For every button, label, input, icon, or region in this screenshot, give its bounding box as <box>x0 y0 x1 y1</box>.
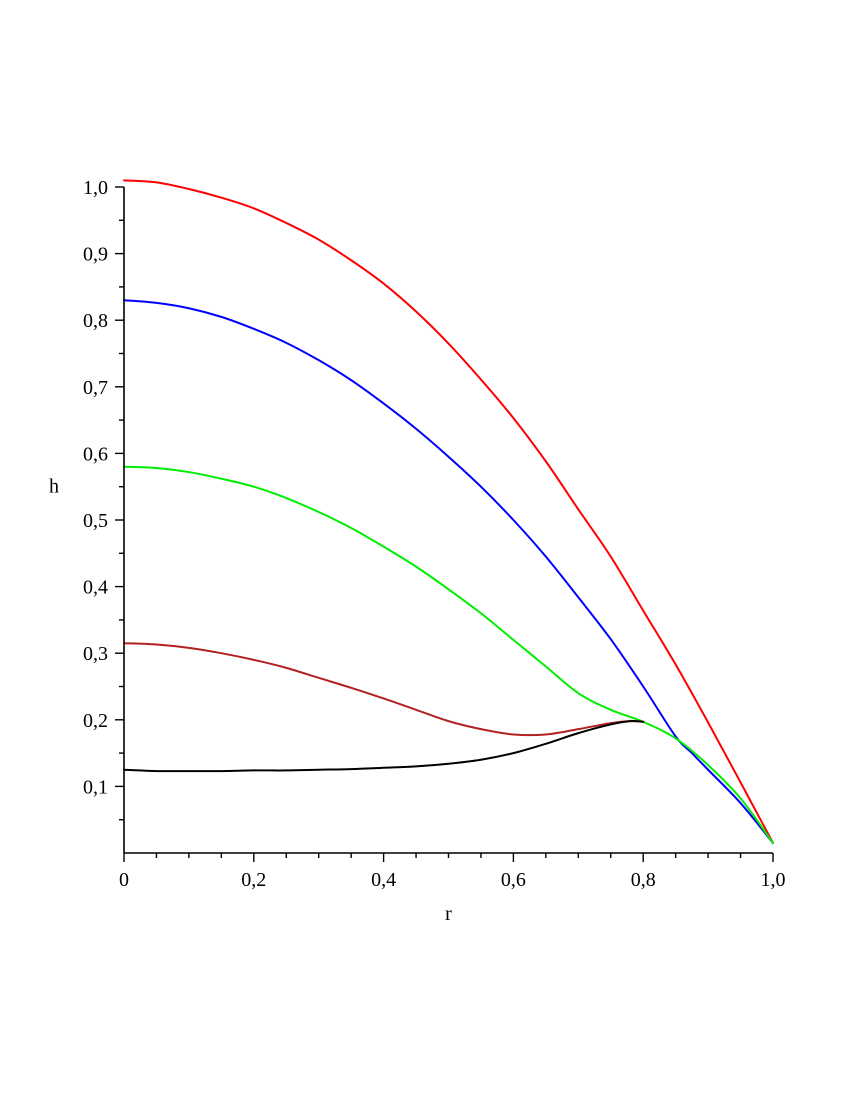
series-line-4 <box>123 642 645 737</box>
x-tick-label: 0,4 <box>371 869 396 891</box>
y-tick-label: 0,7 <box>83 377 108 399</box>
y-tick-label: 0,8 <box>83 310 108 332</box>
x-tick-label: 0,8 <box>631 869 656 891</box>
series-layer <box>123 179 774 845</box>
x-tick-label: 0,2 <box>241 869 266 891</box>
y-tick-label: 0,5 <box>83 510 108 532</box>
x-axis-title: r <box>445 903 452 925</box>
series-line-2 <box>123 299 774 845</box>
y-tick-label: 0,2 <box>83 710 108 732</box>
y-tick-label: 0,9 <box>83 244 108 266</box>
ticks-layer: 0 0,2 0,4 0,6 0,8 1,0 0,1 0,2 0,3 0,4 0,5 0,6 0,7 0,8… <box>83 177 786 891</box>
x-tick-label: 0,6 <box>501 869 526 891</box>
y-tick-label: 0,1 <box>83 776 108 798</box>
x-tick-label: 1,0 <box>761 869 786 891</box>
series-line-3 <box>123 465 774 845</box>
y-axis-title: h <box>49 476 59 498</box>
series-line-5 <box>123 720 645 773</box>
axes-layer <box>123 187 773 854</box>
series-line-1 <box>123 179 774 845</box>
x-tick-label: 0 <box>119 869 129 891</box>
y-tick-label: 0,6 <box>83 443 108 465</box>
y-tick-label: 1,0 <box>83 177 108 199</box>
y-tick-label: 0,3 <box>83 643 108 665</box>
y-tick-label: 0,4 <box>83 577 108 599</box>
